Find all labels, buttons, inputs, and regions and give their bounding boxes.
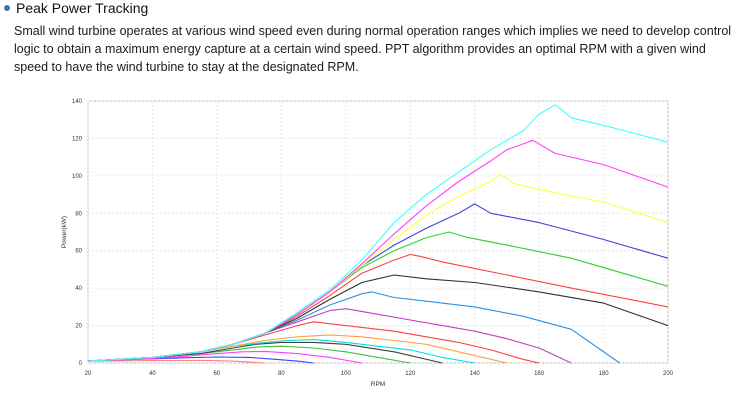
y-tick-label: 60 <box>75 249 82 255</box>
series-line-3 <box>87 350 362 364</box>
y-axis-label: Power(kW) <box>61 216 68 248</box>
section-heading: Peak Power Tracking <box>4 0 148 16</box>
y-tick-label: 0 <box>79 361 83 367</box>
series-line-5 <box>87 341 443 364</box>
x-tick-label: 20 <box>85 371 92 377</box>
y-tick-label: 40 <box>75 286 82 292</box>
y-tick-label: 80 <box>75 211 82 217</box>
series-line-1 <box>87 359 266 364</box>
power-rpm-chart: 20 40 60 80 100 120 140 160 180 200 0 20 40 60 80 100 12… <box>60 97 685 395</box>
section-description: Small wind turbine operates at various w… <box>14 24 732 74</box>
x-tick-label: 200 <box>663 371 674 377</box>
plot-area <box>87 100 669 364</box>
y-tick-label: 120 <box>72 136 83 142</box>
x-tick-label: 60 <box>214 371 221 377</box>
x-axis-label: RPM <box>371 381 385 388</box>
y-tick-label: 100 <box>72 174 83 180</box>
y-tick-label: 20 <box>75 324 82 330</box>
section-title: Peak Power Tracking <box>16 0 149 16</box>
series-line-17 <box>87 104 669 362</box>
x-tick-label: 140 <box>470 371 481 377</box>
bullet-icon <box>4 5 10 11</box>
x-tick-label: 120 <box>405 371 416 377</box>
chart-svg: 20 40 60 80 100 120 140 160 180 20002040608010012… <box>61 99 674 388</box>
y-tick-label: 140 <box>72 99 83 105</box>
x-tick-label: 100 <box>341 371 352 377</box>
x-tick-label: 80 <box>278 371 285 377</box>
x-tick-label: 40 <box>149 371 156 377</box>
x-tick-label: 160 <box>534 371 545 377</box>
x-tick-label: 180 <box>599 371 610 377</box>
